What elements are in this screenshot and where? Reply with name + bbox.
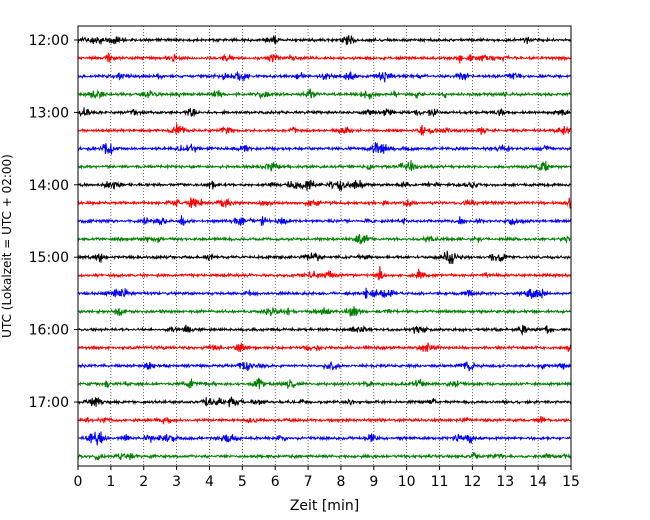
trace-1445 (77, 233, 572, 245)
x-tick-label: 13 (496, 474, 514, 490)
x-tick-label: 3 (172, 474, 181, 490)
x-tick-label: 7 (304, 474, 313, 490)
trace-1230 (77, 71, 572, 83)
trace-1600 (77, 324, 572, 336)
x-tick-label: 10 (398, 474, 416, 490)
x-tick-label: 6 (271, 474, 280, 490)
x-tick-label: 2 (139, 474, 148, 490)
trace-1430 (77, 215, 572, 226)
y-axis-ticks: 12:00 13:00 14:00 15:00 16:00 17:00 (29, 33, 78, 411)
trace-1645 (77, 377, 572, 390)
trace-1630 (77, 360, 572, 372)
trace-1715 (77, 415, 572, 425)
y-tick-label: 13:00 (29, 105, 69, 121)
x-tick-label: 0 (74, 474, 83, 490)
x-tick-label: 15 (562, 474, 580, 490)
x-tick-label: 12 (463, 474, 481, 490)
x-tick-label: 4 (205, 474, 214, 490)
trace-1745 (77, 451, 572, 461)
trace-1545 (77, 306, 572, 317)
x-tick-label: 1 (106, 474, 115, 490)
trace-1515 (77, 266, 572, 281)
x-axis-ticks: 0 1 2 3 4 5 6 7 8 9 10 11 12 13 14 15 (74, 466, 580, 490)
x-axis-label: Zeit [min] (290, 498, 359, 514)
y-tick-label: 16:00 (29, 323, 69, 339)
seismogram-traces (77, 34, 572, 461)
trace-1400 (77, 179, 572, 191)
trace-1615 (77, 342, 572, 353)
x-tick-label: 9 (369, 474, 378, 490)
trace-1330 (77, 142, 572, 155)
y-tick-label: 17:00 (29, 395, 69, 411)
trace-1415 (77, 197, 572, 209)
trace-1315 (77, 123, 572, 137)
y-tick-label: 14:00 (29, 178, 69, 194)
trace-1215 (77, 52, 572, 64)
trace-1345 (77, 160, 572, 172)
x-tick-label: 8 (336, 474, 345, 490)
trace-1200 (77, 34, 572, 45)
trace-1530 (77, 287, 572, 299)
trace-1700 (77, 396, 572, 408)
trace-1730 (77, 431, 572, 446)
y-tick-label: 15:00 (29, 250, 69, 266)
y-tick-label: 12:00 (29, 33, 69, 49)
vertical-grid (110, 26, 539, 466)
y-axis-label: UTC (Lokalzeit = UTC + 02:00) (0, 154, 14, 338)
x-tick-label: 5 (238, 474, 247, 490)
x-tick-label: 11 (431, 474, 449, 490)
trace-1500 (77, 250, 572, 264)
trace-1245 (77, 88, 572, 100)
x-tick-label: 14 (529, 474, 547, 490)
trace-1300 (77, 107, 572, 118)
plot-frame (77, 25, 572, 467)
